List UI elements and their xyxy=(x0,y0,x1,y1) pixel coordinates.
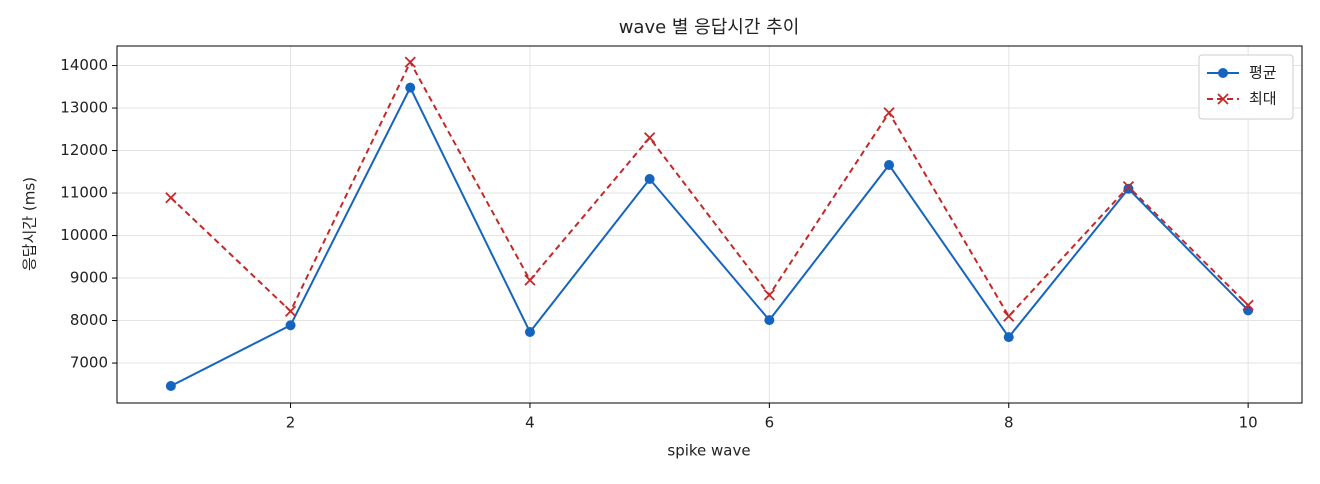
legend-label: 최대 xyxy=(1249,90,1277,108)
point xyxy=(404,56,416,68)
y-tick-label: 10000 xyxy=(60,226,108,244)
y-tick-label: 13000 xyxy=(60,99,108,117)
point xyxy=(1122,181,1135,193)
y-tick-label: 12000 xyxy=(60,141,108,159)
legend-marker xyxy=(1217,93,1229,105)
legend-label: 평균 xyxy=(1249,64,1277,82)
x-tick-label: 2 xyxy=(286,414,296,432)
series-line xyxy=(170,59,1249,318)
point xyxy=(1242,299,1254,311)
legend-box xyxy=(1198,54,1294,120)
point xyxy=(884,160,895,170)
point xyxy=(764,315,775,326)
point xyxy=(1243,305,1254,316)
x-tick-label: 8 xyxy=(1004,414,1014,432)
legend-marker xyxy=(1218,68,1228,78)
chart-title: wave 별 응답시간 추이 xyxy=(619,17,800,38)
series-line xyxy=(170,85,1249,387)
y-tick-label: 7000 xyxy=(70,354,108,372)
y-tick-label: 9000 xyxy=(70,269,108,287)
plot-frame xyxy=(116,45,1303,404)
x-tick-label: 6 xyxy=(765,414,775,432)
point xyxy=(1003,332,1014,343)
point xyxy=(763,289,775,301)
y-tick-label: 8000 xyxy=(70,311,108,329)
x-axis-label: spike wave xyxy=(667,442,750,460)
point xyxy=(165,381,176,391)
point xyxy=(405,82,416,93)
point xyxy=(284,305,297,317)
x-tick-label: 4 xyxy=(525,414,535,432)
y-tick-label: 11000 xyxy=(60,184,108,202)
y-tick-label: 14000 xyxy=(60,56,108,74)
point xyxy=(285,320,296,331)
y-axis-label: 응답시간 (ms) xyxy=(21,177,39,271)
point xyxy=(883,107,895,119)
point xyxy=(165,192,177,204)
point xyxy=(524,327,535,338)
point xyxy=(644,132,656,144)
point xyxy=(644,174,655,185)
point xyxy=(524,274,536,286)
x-tick-label: 10 xyxy=(1239,414,1258,432)
point xyxy=(1123,183,1134,194)
point xyxy=(1003,310,1015,322)
